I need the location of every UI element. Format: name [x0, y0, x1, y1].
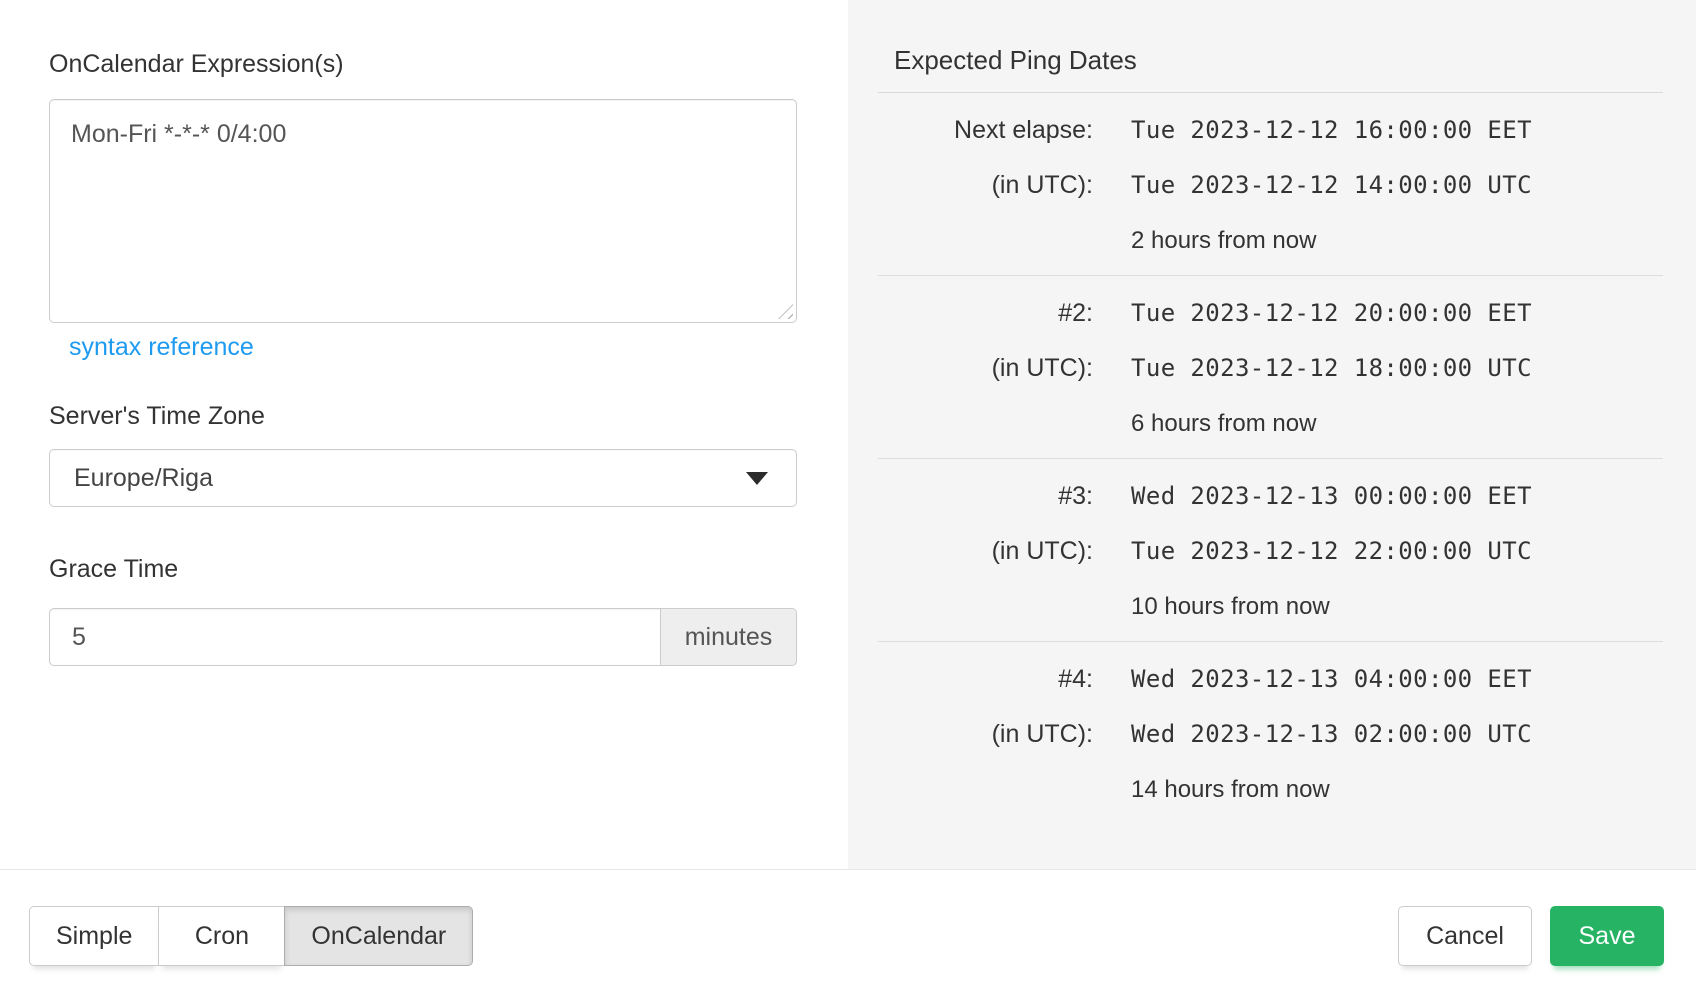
ping-local-row: #3: Wed 2023-12-13 00:00:00 EET	[878, 469, 1663, 524]
expression-label: OnCalendar Expression(s)	[49, 50, 344, 78]
ping-local-datetime: Wed 2023-12-13 00:00:00 EET	[1131, 482, 1532, 510]
cancel-button[interactable]: Cancel	[1398, 906, 1532, 966]
ping-utc-datetime: Tue 2023-12-12 14:00:00 UTC	[1131, 171, 1532, 199]
ping-relative-time: 2 hours from now	[1131, 227, 1317, 254]
ping-relative-time: 6 hours from now	[1131, 410, 1317, 437]
ping-relative-time: 14 hours from now	[1131, 776, 1330, 803]
grace-time-label: Grace Time	[49, 555, 179, 583]
schedule-mode-tab-cron[interactable]: Cron	[158, 906, 286, 966]
dialog-footer: Simple Cron OnCalendar Cancel Save	[0, 869, 1696, 998]
timezone-label: Server's Time Zone	[49, 402, 265, 430]
ping-local-datetime: Tue 2023-12-12 16:00:00 EET	[1131, 116, 1532, 144]
ping-local-row: #2: Tue 2023-12-12 20:00:00 EET	[878, 286, 1663, 341]
ping-row-label: #3:	[1058, 482, 1093, 510]
ping-utc-label: (in UTC):	[991, 720, 1093, 748]
ping-row-label: #4:	[1058, 665, 1093, 693]
ping-row-label: #2:	[1058, 299, 1093, 327]
ping-utc-label: (in UTC):	[991, 354, 1093, 382]
expression-field-wrap: Mon-Fri *-*-* 0/4:00	[49, 99, 797, 323]
ping-date-group: #3: Wed 2023-12-13 00:00:00 EET (in UTC)…	[878, 459, 1663, 642]
schedule-mode-tab-oncalendar[interactable]: OnCalendar	[284, 906, 474, 966]
ping-local-row: Next elapse: Tue 2023-12-12 16:00:00 EET	[878, 103, 1663, 158]
ping-local-datetime: Tue 2023-12-12 20:00:00 EET	[1131, 299, 1532, 327]
ping-utc-label: (in UTC):	[991, 537, 1093, 565]
ping-date-group: #2: Tue 2023-12-12 20:00:00 EET (in UTC)…	[878, 276, 1663, 459]
ping-relative-row: 14 hours from now	[878, 762, 1663, 817]
ping-relative-row: 6 hours from now	[878, 396, 1663, 451]
expected-ping-dates-panel: Expected Ping Dates Next elapse: Tue 202…	[848, 0, 1696, 869]
ping-date-group: #4: Wed 2023-12-13 04:00:00 EET (in UTC)…	[878, 642, 1663, 824]
ping-local-datetime: Wed 2023-12-13 04:00:00 EET	[1131, 665, 1532, 693]
panel-title: Expected Ping Dates	[894, 45, 1137, 75]
ping-date-list: Next elapse: Tue 2023-12-12 16:00:00 EET…	[878, 93, 1663, 824]
expression-textarea[interactable]: Mon-Fri *-*-* 0/4:00	[49, 99, 797, 323]
ping-utc-datetime: Tue 2023-12-12 22:00:00 UTC	[1131, 537, 1532, 565]
ping-row-label: Next elapse:	[954, 116, 1093, 144]
ping-relative-row: 2 hours from now	[878, 213, 1663, 268]
save-button[interactable]: Save	[1550, 906, 1664, 966]
schedule-form: OnCalendar Expression(s) Mon-Fri *-*-* 0…	[0, 0, 848, 869]
chevron-down-icon	[746, 471, 768, 485]
ping-local-row: #4: Wed 2023-12-13 04:00:00 EET	[878, 652, 1663, 707]
ping-date-group: Next elapse: Tue 2023-12-12 16:00:00 EET…	[878, 93, 1663, 276]
ping-utc-row: (in UTC): Tue 2023-12-12 18:00:00 UTC	[878, 341, 1663, 396]
grace-time-group: minutes	[49, 608, 797, 666]
syntax-reference-link[interactable]: syntax reference	[69, 333, 254, 361]
grace-time-input[interactable]	[49, 608, 660, 666]
dialog-body: OnCalendar Expression(s) Mon-Fri *-*-* 0…	[0, 0, 1696, 869]
panel-header: Expected Ping Dates	[878, 0, 1663, 93]
grace-unit-addon: minutes	[660, 608, 797, 666]
ping-utc-row: (in UTC): Wed 2023-12-13 02:00:00 UTC	[878, 707, 1663, 762]
schedule-mode-tab-simple[interactable]: Simple	[29, 906, 160, 966]
timezone-select[interactable]: Europe/Riga	[49, 449, 797, 507]
ping-utc-datetime: Wed 2023-12-13 02:00:00 UTC	[1131, 720, 1532, 748]
ping-utc-datetime: Tue 2023-12-12 18:00:00 UTC	[1131, 354, 1532, 382]
ping-utc-row: (in UTC): Tue 2023-12-12 14:00:00 UTC	[878, 158, 1663, 213]
ping-utc-row: (in UTC): Tue 2023-12-12 22:00:00 UTC	[878, 524, 1663, 579]
schedule-mode-tabs: Simple Cron OnCalendar	[29, 906, 474, 966]
ping-utc-label: (in UTC):	[991, 171, 1093, 199]
timezone-selected-value: Europe/Riga	[74, 463, 213, 492]
ping-relative-row: 10 hours from now	[878, 579, 1663, 634]
ping-relative-time: 10 hours from now	[1131, 593, 1330, 620]
